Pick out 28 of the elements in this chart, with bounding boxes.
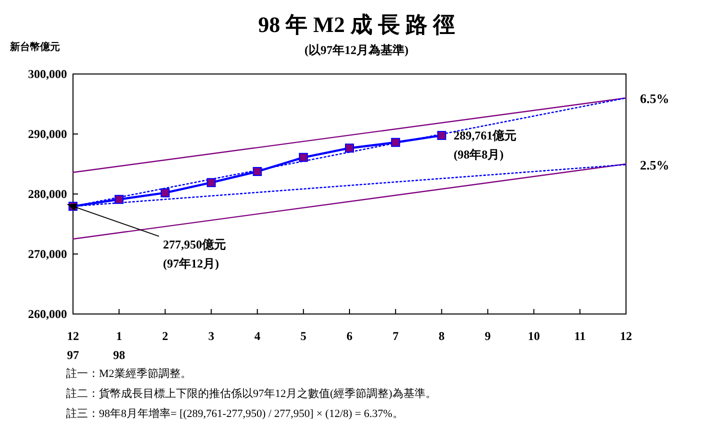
- xtick: 1 98: [113, 329, 126, 362]
- series-label: 2.5%: [640, 158, 670, 173]
- xtick: 9: [484, 329, 491, 343]
- note: 註二：貨幣成長目標上下限的推估係以97年12月之數值(經季節調整)為基準。: [66, 388, 436, 400]
- ytick: 270,000: [28, 247, 67, 261]
- note: 註三：98年8月年增率= [(289,761-277,950) / 277,950] × (12/8) = 6.37%。: [66, 408, 404, 420]
- annotation: 277,950億元 (97年12月): [163, 237, 226, 270]
- subtitle: (以97年12月為基準): [304, 43, 408, 57]
- ylabel: 新台幣億元: [10, 42, 60, 53]
- xtick: 12: [620, 329, 632, 343]
- series-label: 6.5%: [640, 91, 670, 106]
- xtick: 12 97: [67, 329, 79, 362]
- ytick: 300,000: [28, 67, 67, 81]
- ytick: 260,000: [28, 307, 67, 321]
- ytick: 290,000: [28, 127, 67, 141]
- xtick: 7: [392, 329, 399, 343]
- xtick: 10: [528, 329, 540, 343]
- xtick: 2: [162, 329, 168, 343]
- note: 註一：M2業經季節調整。: [66, 368, 192, 380]
- xtick: 8: [438, 329, 445, 343]
- xtick: 4: [254, 329, 260, 343]
- xtick: 3: [208, 329, 214, 343]
- annotation: 289,761億元 (98年8月): [454, 128, 517, 162]
- ytick: 280,000: [28, 187, 67, 201]
- xtick: 6: [346, 329, 352, 343]
- xtick: 5: [300, 329, 306, 343]
- xtick: 11: [574, 329, 586, 343]
- title: 98 年 M2 成 長 路 徑: [258, 12, 455, 37]
